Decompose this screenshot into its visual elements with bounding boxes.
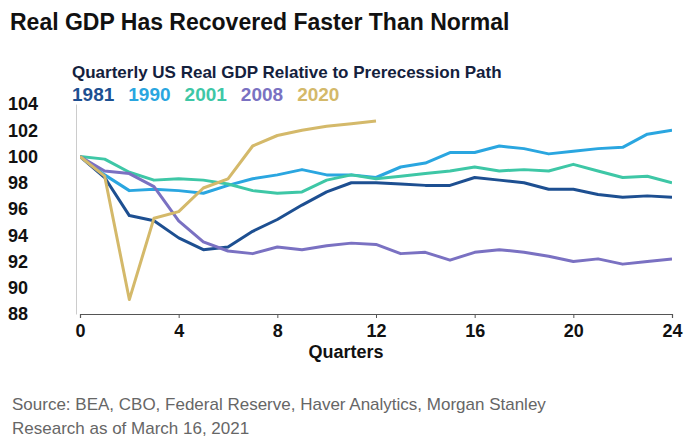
- y-tick: 88: [8, 304, 76, 324]
- x-tick-label: 0: [75, 321, 85, 341]
- y-tick-label: 104: [8, 94, 38, 114]
- x-tick: 20: [564, 314, 584, 341]
- legend-entry: 2001: [185, 84, 228, 105]
- y-tick-label: 102: [8, 121, 38, 141]
- x-tick-mark: [277, 314, 278, 318]
- x-tick: 16: [465, 314, 485, 341]
- y-tick-label: 98: [8, 173, 28, 193]
- x-tick-mark: [179, 314, 180, 318]
- y-tick: 90: [8, 278, 76, 298]
- x-tick-mark: [80, 314, 81, 318]
- series-line: [80, 157, 672, 265]
- source-note: Source: BEA, CBO, Federal Reserve, Haver…: [12, 395, 546, 414]
- x-tick-mark: [475, 314, 476, 318]
- series-line: [80, 121, 376, 300]
- x-tick: 4: [174, 314, 184, 341]
- series-line: [80, 130, 672, 193]
- y-tick-label: 94: [8, 226, 28, 246]
- subtitle: Quarterly US Real GDP Relative to Prerec…: [72, 63, 502, 82]
- x-tick-mark: [376, 314, 377, 318]
- x-tick-label: 24: [662, 321, 682, 341]
- chart: Real GDP Has Recovered Faster Than Norma…: [0, 0, 700, 445]
- series-line: [80, 157, 672, 194]
- y-tick-label: 100: [8, 147, 38, 167]
- x-tick: 0: [75, 314, 85, 341]
- x-tick-label: 20: [564, 321, 584, 341]
- y-tick-label: 90: [8, 278, 28, 298]
- series-line: [80, 157, 672, 250]
- x-tick-label: 16: [465, 321, 485, 341]
- x-axis: 0 4 8 12 16 20 24: [75, 314, 682, 341]
- y-tick-label: 88: [8, 304, 28, 324]
- y-axis: 88 90 92 94 96 98 100 102 104: [8, 94, 77, 324]
- y-tick: 100: [8, 147, 76, 167]
- y-tick-label: 96: [8, 199, 28, 219]
- title: Real GDP Has Recovered Faster Than Norma…: [10, 9, 509, 35]
- x-axis-title: Quarters: [308, 342, 383, 362]
- x-tick-label: 12: [366, 321, 386, 341]
- x-tick: 8: [273, 314, 283, 341]
- y-tick: 92: [8, 252, 76, 272]
- legend-entry: 2008: [241, 84, 283, 105]
- y-tick: 98: [8, 173, 76, 193]
- y-tick-label: 92: [8, 252, 28, 272]
- y-axis-line: [76, 105, 77, 315]
- y-tick: 102: [8, 121, 76, 141]
- y-tick: 104: [8, 94, 76, 114]
- x-tick-mark: [672, 314, 673, 318]
- y-tick: 96: [8, 199, 76, 219]
- lines: [80, 121, 672, 300]
- y-tick: 94: [8, 226, 76, 246]
- legend-entry: 1990: [128, 84, 170, 105]
- legend-entry: 1981: [72, 84, 115, 105]
- x-tick-mark: [573, 314, 574, 318]
- legend-entry: 2020: [297, 84, 339, 105]
- x-tick-label: 4: [174, 321, 184, 341]
- legend: 1981 1990 2001 2008 2020: [72, 84, 339, 105]
- source-note: Research as of March 16, 2021: [12, 419, 249, 438]
- x-tick: 12: [366, 314, 386, 341]
- x-tick: 24: [662, 314, 682, 341]
- x-axis-line: [81, 315, 673, 319]
- x-tick-label: 8: [273, 321, 283, 341]
